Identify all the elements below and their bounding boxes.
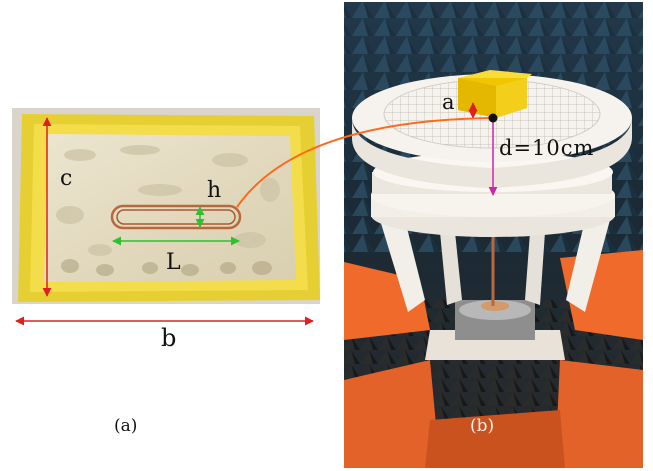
caption-b: (b) — [470, 418, 494, 435]
coil-position-dot — [489, 114, 498, 123]
panel-b-photo — [344, 2, 643, 468]
label-a: a — [442, 92, 455, 113]
label-b: b — [161, 326, 176, 350]
label-L: L — [166, 252, 181, 274]
label-d: d=10cm — [499, 138, 594, 159]
caption-a: (a) — [114, 418, 137, 435]
label-h: h — [207, 180, 221, 202]
label-c: c — [60, 168, 72, 190]
